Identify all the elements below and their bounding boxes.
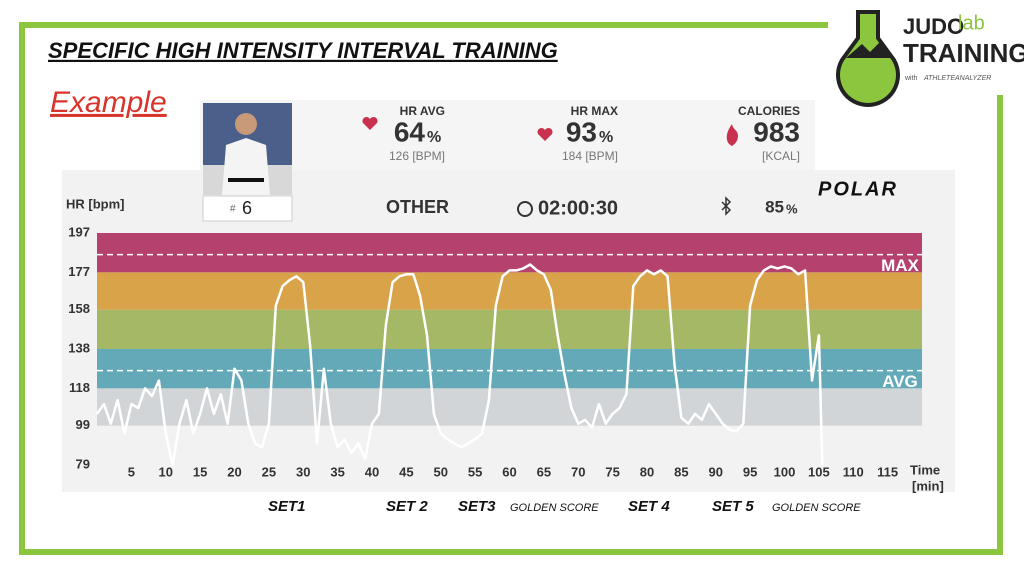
- athlete-number: 6: [242, 198, 252, 218]
- stat-sub: 126 [BPM]: [389, 149, 445, 163]
- set-label: SET 5: [712, 498, 754, 515]
- x-tick-label: 30: [296, 464, 310, 479]
- x-axis-label: Time: [910, 462, 940, 477]
- set-note: GOLDEN SCORE: [510, 502, 599, 514]
- x-tick-label: 75: [605, 464, 619, 479]
- set-note: GOLDEN SCORE: [772, 502, 861, 514]
- stat-unit: %: [427, 129, 441, 146]
- hr-zone: [97, 272, 922, 310]
- hr-zone: [97, 349, 922, 389]
- athlete-hash: #: [230, 204, 236, 215]
- x-tick-label: 105: [808, 464, 830, 479]
- stat-sub: 184 [BPM]: [562, 149, 618, 163]
- x-axis-unit: [min]: [912, 478, 944, 493]
- battery-unit: %: [786, 201, 798, 216]
- stat-label: CALORIES: [738, 104, 800, 118]
- y-tick-label: 79: [76, 456, 90, 471]
- logo-word: lab: [958, 12, 985, 34]
- set-label: SET1: [268, 498, 306, 515]
- x-tick-label: 15: [193, 464, 207, 479]
- athlete-photo: [203, 103, 292, 195]
- x-tick-label: 10: [159, 464, 173, 479]
- reference-label: AVG: [882, 372, 918, 391]
- hr-zone: [97, 233, 922, 273]
- stat-label: HR AVG: [400, 104, 445, 118]
- flame-icon: [726, 124, 738, 146]
- set-label: SET 2: [386, 498, 428, 515]
- x-tick-label: 40: [365, 464, 379, 479]
- x-tick-label: 50: [434, 464, 448, 479]
- logo-word: JUDO: [903, 14, 964, 39]
- bluetooth-icon: [721, 196, 732, 216]
- heart-icon: [537, 127, 553, 141]
- athlete-box: [202, 195, 293, 222]
- stat-unit: %: [599, 129, 613, 146]
- y-tick-label: 138: [68, 340, 90, 355]
- x-tick-label: 100: [774, 464, 796, 479]
- duration: 02:00:30: [538, 197, 618, 219]
- x-tick-label: 90: [709, 464, 723, 479]
- x-tick-label: 70: [571, 464, 585, 479]
- x-tick-label: 80: [640, 464, 654, 479]
- x-tick-label: 25: [262, 464, 276, 479]
- x-tick-label: 5: [128, 464, 135, 479]
- sport: OTHER: [386, 197, 449, 217]
- y-tick-label: 158: [68, 301, 90, 316]
- logo-word: TRAINING: [903, 38, 1024, 68]
- stats-panel: [200, 100, 815, 172]
- reference-label: MAX: [881, 256, 919, 275]
- logo-partner: ATHLETEANALYZER: [923, 75, 991, 82]
- x-tick-label: 60: [502, 464, 516, 479]
- x-tick-label: 115: [877, 464, 898, 479]
- x-tick-label: 55: [468, 464, 482, 479]
- x-tick-label: 20: [227, 464, 241, 479]
- subtitle: Example: [50, 86, 167, 119]
- x-tick-label: 110: [843, 464, 864, 479]
- slide-title: SPECIFIC HIGH INTENSITY INTERVAL TRAININ…: [48, 38, 558, 63]
- y-tick-label: 197: [68, 224, 90, 239]
- brand: POLAR: [818, 178, 898, 200]
- x-tick-label: 35: [330, 464, 344, 479]
- timer-icon: [517, 201, 533, 217]
- heart-icon: [362, 116, 378, 130]
- hr-line: [95, 263, 824, 467]
- y-tick-label: 177: [68, 264, 90, 279]
- stat-value: 93: [566, 116, 597, 147]
- y-tick-label: 118: [69, 380, 90, 395]
- x-tick-label: 45: [399, 464, 413, 479]
- set-label: SET3: [458, 498, 496, 515]
- stat-label: HR MAX: [571, 104, 618, 118]
- x-tick-label: 85: [674, 464, 688, 479]
- hr-zone: [97, 309, 922, 349]
- stat-value: 983: [753, 116, 800, 147]
- y-axis-label: HR [bpm]: [66, 196, 125, 211]
- logo-with: with: [904, 75, 918, 82]
- set-label: SET 4: [628, 498, 670, 515]
- stat-sub: [KCAL]: [762, 149, 800, 163]
- logo: JUDO lab TRAINING with ATHLETEANALYZER: [836, 10, 1024, 107]
- x-tick-label: 95: [743, 464, 757, 479]
- frame: [19, 22, 1003, 555]
- battery: 85: [765, 197, 784, 216]
- x-tick-label: 65: [537, 464, 551, 479]
- hr-zone: [97, 388, 922, 426]
- y-tick-label: 99: [76, 417, 90, 432]
- stat-value: 64: [394, 116, 426, 147]
